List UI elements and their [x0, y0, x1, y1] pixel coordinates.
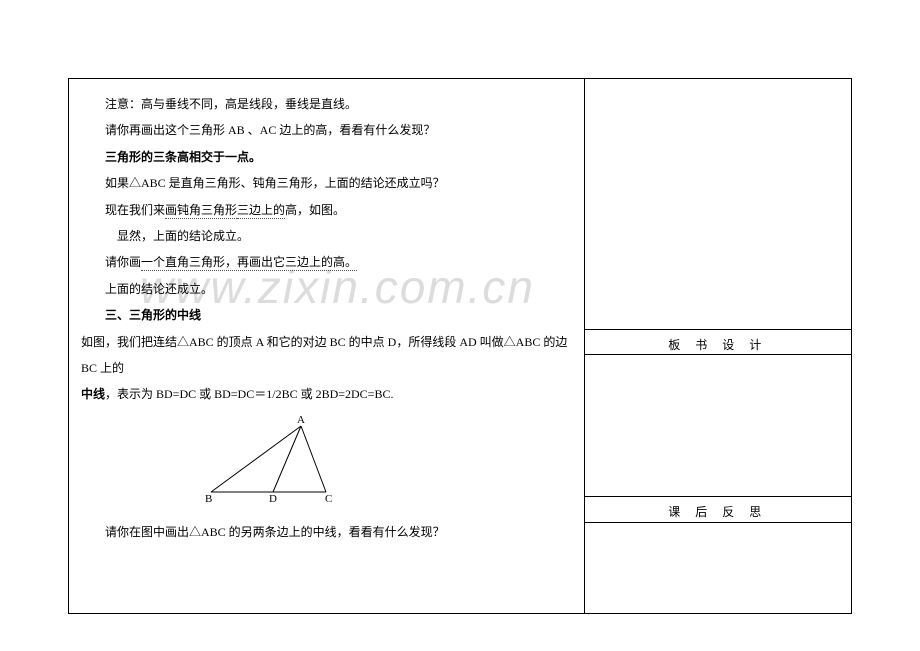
text-line: 注意：高与垂线不同，高是线段，垂线是直线。: [81, 91, 572, 117]
triangle-svg: A B D C: [201, 414, 341, 504]
side-header-design: 板 书 设 计: [585, 329, 851, 355]
blank-cell: [585, 355, 851, 497]
text-fragment: 如图，我们把连结△ABC 的顶点 A 和它的对边 BC 的中点 D，所得线段 A…: [81, 335, 567, 375]
text-emphasis: 三角形的三条高相交于一点。: [81, 144, 572, 170]
text-underlined: 画钝角三角形: [165, 203, 237, 219]
text-line: 请你画一个直角三角形，再画出它三边上的高。: [81, 249, 572, 275]
text-fragment: ，表示为 BD=DC 或 BD=DC＝1/2BC 或 2BD=2DC=BC.: [105, 387, 393, 401]
vertex-label-b: B: [205, 493, 212, 504]
blank-cell: [585, 523, 851, 613]
text-line: 请你在图中画出△ABC 的另两条边上的中线，看看有什么发现？: [81, 519, 572, 545]
text-fragment: 现在我们来: [105, 203, 165, 217]
text-fragment: 高，如图。: [285, 203, 345, 217]
text-emphasis: 中线: [81, 387, 105, 401]
blank-cell: [585, 79, 851, 329]
text-fragment: 请你画: [105, 255, 141, 269]
content-column: 注意：高与垂线不同，高是线段，垂线是直线。 请你再画出这个三角形 AB 、AC …: [69, 79, 585, 614]
text-line: 显然，上面的结论成立。: [81, 223, 572, 249]
text-line: 上面的结论还成立。: [81, 276, 572, 302]
text-underlined: 三边上的: [237, 203, 285, 219]
side-header-reflection: 课 后 反 思: [585, 497, 851, 523]
text-underlined: 一个直角三角形，再画出它三边上的高。: [141, 255, 357, 271]
layout-table: 注意：高与垂线不同，高是线段，垂线是直线。 请你再画出这个三角形 AB 、AC …: [68, 78, 852, 614]
side-column: 板 书 设 计 课 后 反 思: [584, 79, 851, 614]
page-root: www.zixin.com.cn 注意：高与垂线不同，高是线段，垂线是直线。 请…: [0, 0, 920, 651]
text-line: 现在我们来画钝角三角形三边上的高，如图。: [81, 197, 572, 223]
section-heading: 三、三角形的中线: [81, 302, 572, 328]
triangle-figure: A B D C: [201, 414, 572, 513]
text-paragraph: 如图，我们把连结△ABC 的顶点 A 和它的对边 BC 的中点 D，所得线段 A…: [81, 329, 572, 408]
text-line: 请你再画出这个三角形 AB 、AC 边上的高，看看有什么发现？: [81, 117, 572, 143]
vertex-label-a: A: [297, 414, 305, 426]
vertex-label-c: C: [325, 493, 332, 504]
vertex-label-d: D: [269, 493, 277, 504]
text-line: 如果△ABC 是直角三角形、钝角三角形，上面的结论还成立吗？: [81, 170, 572, 196]
